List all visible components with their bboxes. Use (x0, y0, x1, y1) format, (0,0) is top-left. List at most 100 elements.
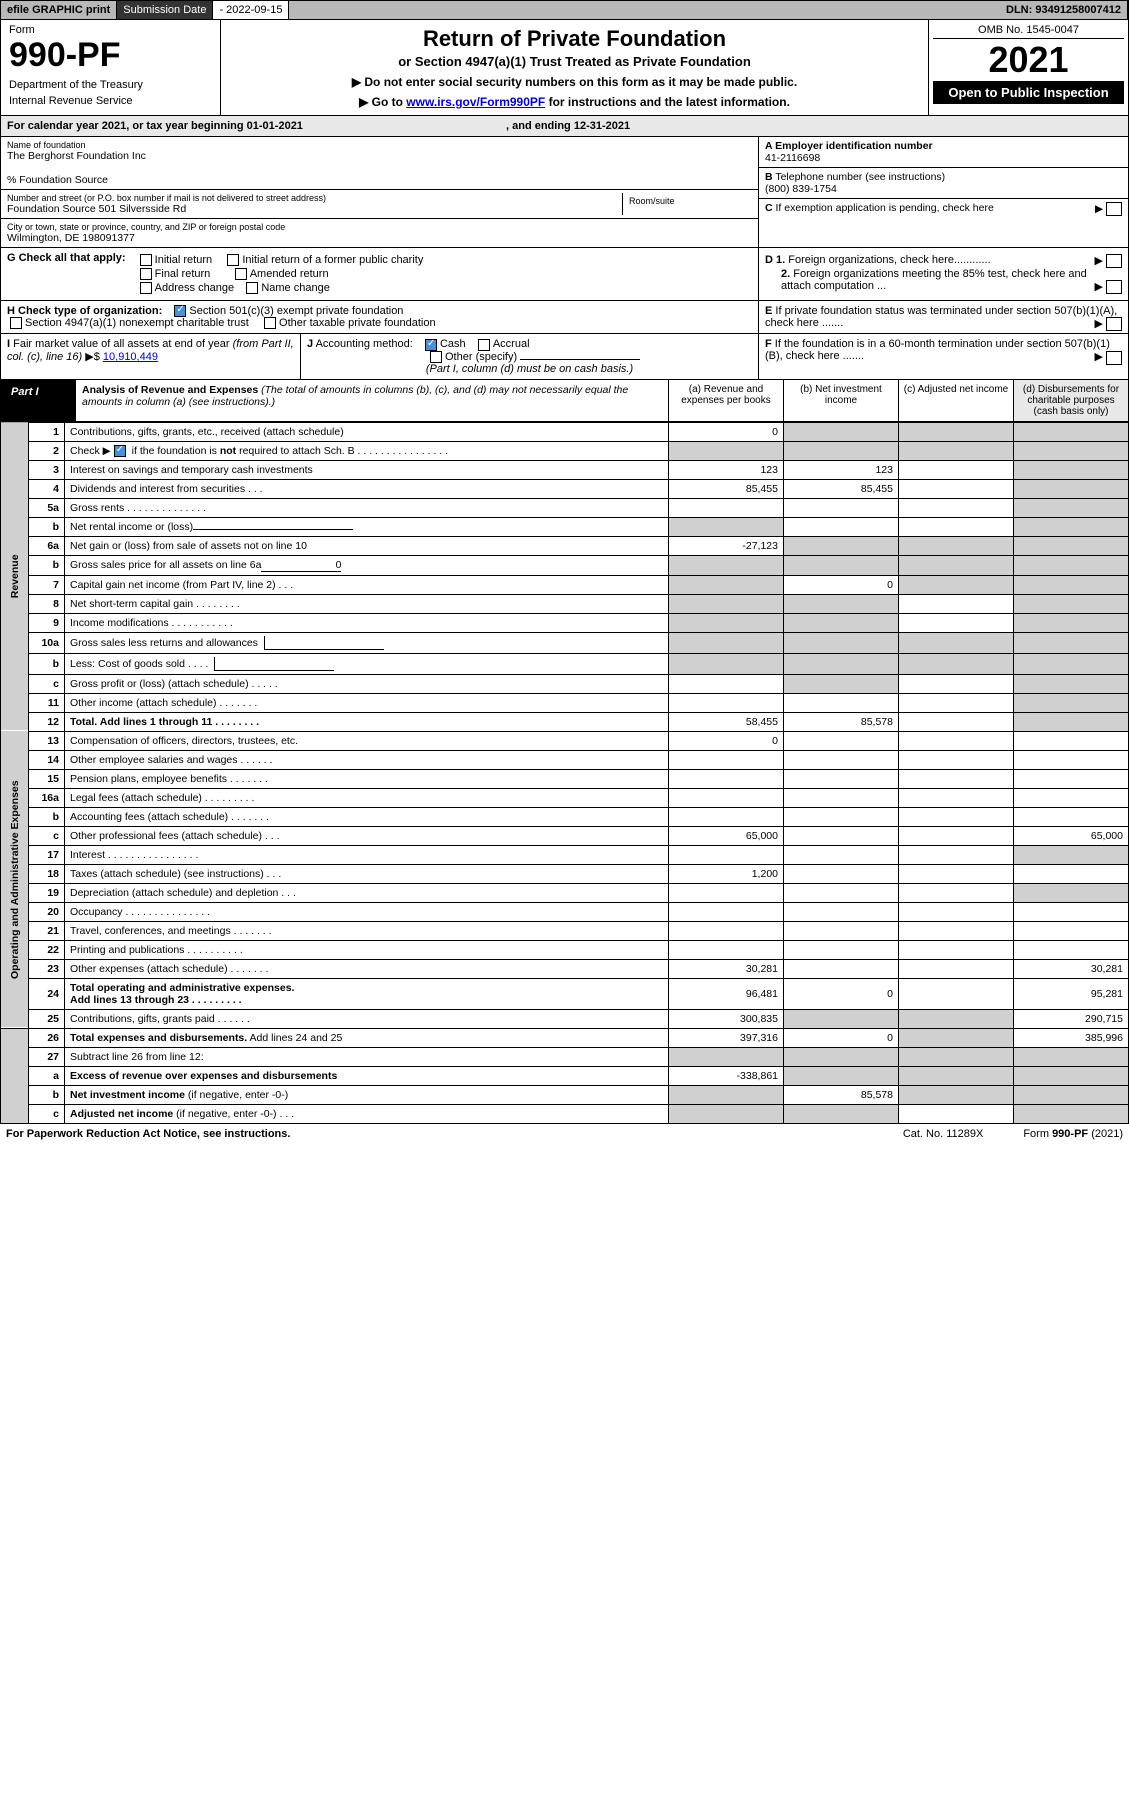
row-desc: Travel, conferences, and meetings . . . … (65, 921, 669, 940)
r6b-val: 0 (261, 559, 341, 572)
room-label: Room/suite (629, 196, 746, 206)
table-row: 11 Other income (attach schedule) . . . … (1, 693, 1129, 712)
d1: D 1. Foreign organizations, check here..… (765, 254, 991, 266)
note2-pre: ▶ Go to (359, 95, 406, 109)
row-num: 8 (29, 594, 65, 613)
row-num: 13 (29, 731, 65, 750)
table-row: 5a Gross rents . . . . . . . . . . . . .… (1, 498, 1129, 517)
row-num: 18 (29, 864, 65, 883)
row-num: c (29, 1104, 65, 1123)
d2: 2. Foreign organizations meeting the 85%… (781, 268, 1087, 292)
table-row: Revenue 1 Contributions, gifts, grants, … (1, 422, 1129, 441)
table-row: c Gross profit or (loss) (attach schedul… (1, 674, 1129, 693)
row-desc: Other income (attach schedule) . . . . .… (65, 693, 669, 712)
row-desc: Gross profit or (loss) (attach schedule)… (65, 674, 669, 693)
row-num: 6a (29, 536, 65, 555)
row-desc: Interest on savings and temporary cash i… (65, 460, 669, 479)
addr-label: Number and street (or P.O. box number if… (7, 193, 622, 203)
fmv-value[interactable]: 10,910,449 (103, 351, 158, 363)
form-subtitle: or Section 4947(a)(1) Trust Treated as P… (241, 54, 908, 69)
r2-pre: Check ▶ (70, 445, 111, 457)
form-word: Form (9, 24, 212, 36)
row-desc: Total expenses and disbursements. Add li… (65, 1028, 669, 1047)
cell-a: 397,316 (669, 1028, 784, 1047)
chk-cash[interactable] (425, 339, 437, 351)
row-desc: Taxes (attach schedule) (see instruction… (65, 864, 669, 883)
c-checkbox[interactable] (1106, 202, 1122, 216)
opt-final: Final return (155, 268, 211, 280)
cell-b: 85,578 (784, 712, 899, 731)
cell-a: 123 (669, 460, 784, 479)
row-num: 21 (29, 921, 65, 940)
footer-left: For Paperwork Reduction Act Notice, see … (6, 1128, 290, 1140)
cal-mid: , and ending (503, 120, 574, 132)
opt-initial: Initial return (155, 254, 212, 266)
row-desc: Other professional fees (attach schedule… (65, 826, 669, 845)
calendar-year-row: For calendar year 2021, or tax year begi… (0, 116, 1129, 137)
row-num: 12 (29, 712, 65, 731)
row-desc: Dividends and interest from securities .… (65, 479, 669, 498)
chk-other[interactable] (430, 351, 442, 363)
cell-d: 95,281 (1014, 978, 1129, 1009)
h1: Section 501(c)(3) exempt private foundat… (189, 305, 403, 317)
cell-b: 85,578 (784, 1085, 899, 1104)
row-desc: Check ▶ if the foundation is not require… (65, 441, 669, 460)
chk-accrual[interactable] (478, 339, 490, 351)
address: Foundation Source 501 Silversside Rd (7, 203, 622, 215)
table-row: 23Other expenses (attach schedule) . . .… (1, 959, 1129, 978)
opt-initial-former: Initial return of a former public charit… (242, 254, 423, 266)
row-num: 3 (29, 460, 65, 479)
row-desc: Gross sales less returns and allowances (65, 632, 669, 653)
row-desc: Gross rents . . . . . . . . . . . . . . (65, 498, 669, 517)
chk-501c3[interactable] (174, 305, 186, 317)
d1-checkbox[interactable] (1106, 254, 1122, 268)
row-desc: Interest . . . . . . . . . . . . . . . . (65, 845, 669, 864)
chk-addr[interactable] (140, 282, 152, 294)
row-desc: Occupancy . . . . . . . . . . . . . . . (65, 902, 669, 921)
row-desc: Capital gain net income (from Part IV, l… (65, 575, 669, 594)
irs-link[interactable]: www.irs.gov/Form990PF (406, 95, 545, 109)
omb-no: OMB No. 1545-0047 (933, 24, 1124, 39)
chk-other-tax[interactable] (264, 317, 276, 329)
j-other: Other (specify) (445, 351, 517, 363)
chk-name[interactable] (246, 282, 258, 294)
checks-he: H Check type of organization: Section 50… (0, 301, 1129, 334)
chk-initial-former[interactable] (227, 254, 239, 266)
cal-begin: 01-01-2021 (247, 120, 303, 132)
r10a-text: Gross sales less returns and allowances (70, 637, 258, 649)
row-num: 14 (29, 750, 65, 769)
row-num: 7 (29, 575, 65, 594)
f-checkbox[interactable] (1106, 351, 1122, 365)
d2-checkbox[interactable] (1106, 280, 1122, 294)
c-label: C If exemption application is pending, c… (765, 202, 994, 214)
chk-amended[interactable] (235, 268, 247, 280)
table-row: 25Contributions, gifts, grants paid . . … (1, 1009, 1129, 1028)
row-desc: Less: Cost of goods sold . . . . (65, 653, 669, 674)
row-num: 16a (29, 788, 65, 807)
chk-final[interactable] (140, 268, 152, 280)
row-desc: Subtract line 26 from line 12: (65, 1047, 669, 1066)
dept-treasury: Department of the Treasury (9, 79, 212, 91)
opt-name: Name change (261, 282, 330, 294)
city: Wilmington, DE 198091377 (7, 232, 752, 244)
table-row: bAccounting fees (attach schedule) . . .… (1, 807, 1129, 826)
cell-a: -27,123 (669, 536, 784, 555)
cell-a: 96,481 (669, 978, 784, 1009)
cal-pre: For calendar year 2021, or tax year begi… (7, 120, 247, 132)
part1-desc: Analysis of Revenue and Expenses (The to… (76, 380, 668, 421)
chk-4947[interactable] (10, 317, 22, 329)
checks-gd: G Check all that apply: Initial return I… (0, 248, 1129, 301)
submission-label: Submission Date (117, 1, 213, 19)
footer-right: Form 990-PF (2021) (1023, 1128, 1123, 1140)
row-desc: Net investment income (if negative, ente… (65, 1085, 669, 1104)
part1-table: Revenue 1 Contributions, gifts, grants, … (0, 422, 1129, 1124)
table-row: b Gross sales price for all assets on li… (1, 555, 1129, 575)
e-checkbox[interactable] (1106, 317, 1122, 331)
row-desc: Contributions, gifts, grants, etc., rece… (65, 422, 669, 441)
revenue-sidebar: Revenue (1, 422, 29, 731)
table-row: 22Printing and publications . . . . . . … (1, 940, 1129, 959)
row-desc: Pension plans, employee benefits . . . .… (65, 769, 669, 788)
chk-schb[interactable] (114, 445, 126, 457)
chk-initial[interactable] (140, 254, 152, 266)
efile-label[interactable]: efile GRAPHIC print (1, 1, 117, 19)
